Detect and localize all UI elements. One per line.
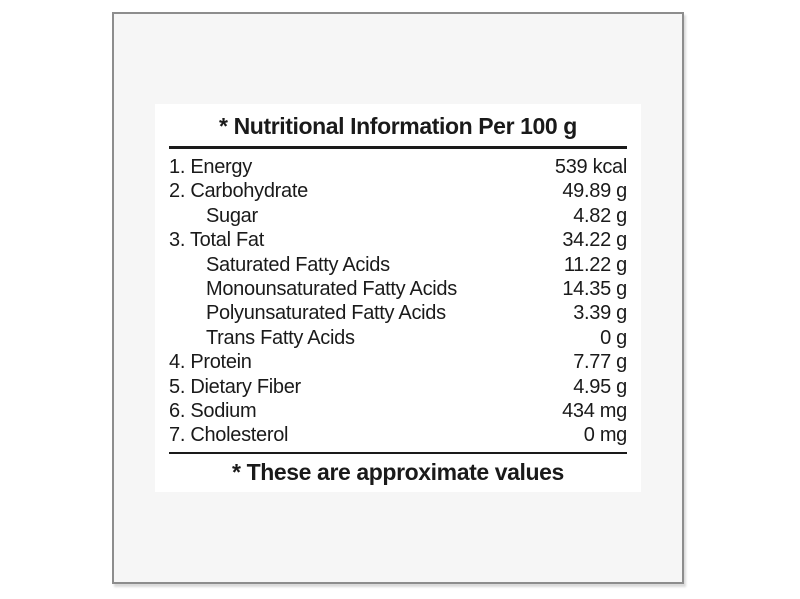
nutrient-value: 3.39 g (573, 302, 627, 325)
nutrition-row: Trans Fatty Acids 0 g (169, 326, 627, 350)
nutrition-label: * Nutritional Information Per 100 g 1. E… (155, 104, 641, 492)
nutrition-row: 6. Sodium 434 mg (169, 399, 627, 423)
label-footer: * These are approximate values (232, 458, 564, 485)
nutrient-name: 5. Dietary Fiber (169, 375, 301, 398)
nutrient-value: 14.35 g (562, 278, 627, 301)
nutrient-value: 539 kcal (554, 156, 627, 178)
nutrient-value: 11.22 g (563, 253, 627, 276)
nutrition-row: 1. Energy 539 kcal (169, 155, 627, 179)
nutrition-row: 7. Cholesterol 0 mg (169, 423, 627, 447)
nutrient-name: 7. Cholesterol (169, 424, 289, 447)
nutrient-value: 0 g (600, 326, 627, 349)
nutrition-row: 4. Protein 7.77 g (169, 350, 627, 374)
nutrition-row: 5. Dietary Fiber 4.95 g (169, 375, 627, 399)
nutrient-name: Trans Fatty Acids (206, 326, 355, 349)
nutrient-value: 34.22 g (562, 229, 627, 252)
nutrient-value: 434 mg (562, 400, 627, 423)
divider-top (169, 146, 627, 149)
nutrition-row: 2. Carbohydrate 49.89 g (169, 179, 627, 203)
nutrient-value: 4.82 g (573, 204, 627, 227)
divider-bottom (169, 451, 627, 454)
nutrient-value: 7.77 g (573, 351, 627, 374)
label-card: * Nutritional Information Per 100 g 1. E… (112, 12, 684, 584)
nutrition-row: 3. Total Fat 34.22 g (169, 228, 627, 252)
nutrient-value: 49.89 g (562, 180, 627, 203)
nutrient-name: Sugar (206, 204, 258, 227)
nutrition-row: Monounsaturated Fatty Acids 14.35 g (169, 277, 627, 301)
nutrition-row: Sugar 4.82 g (169, 204, 627, 228)
nutrient-value: 0 mg (583, 424, 628, 447)
nutrient-name: 4. Protein (169, 351, 252, 374)
nutrient-name: 1. Energy (169, 156, 252, 178)
label-title: * Nutritional Information Per 100 g (219, 113, 577, 139)
nutrient-value: 4.95 g (573, 375, 627, 398)
nutrient-name: 6. Sodium (169, 400, 257, 423)
nutrient-name: Polyunsaturated Fatty Acids (206, 302, 446, 325)
nutrient-name: Monounsaturated Fatty Acids (206, 278, 457, 301)
nutrient-name: Saturated Fatty Acids (206, 253, 390, 276)
nutrient-name: 2. Carbohydrate (169, 180, 308, 203)
nutrition-row: Polyunsaturated Fatty Acids 3.39 g (169, 301, 627, 325)
nutrition-row: Saturated Fatty Acids 11.22 g (169, 253, 627, 277)
nutrient-name: 3. Total Fat (169, 229, 264, 252)
